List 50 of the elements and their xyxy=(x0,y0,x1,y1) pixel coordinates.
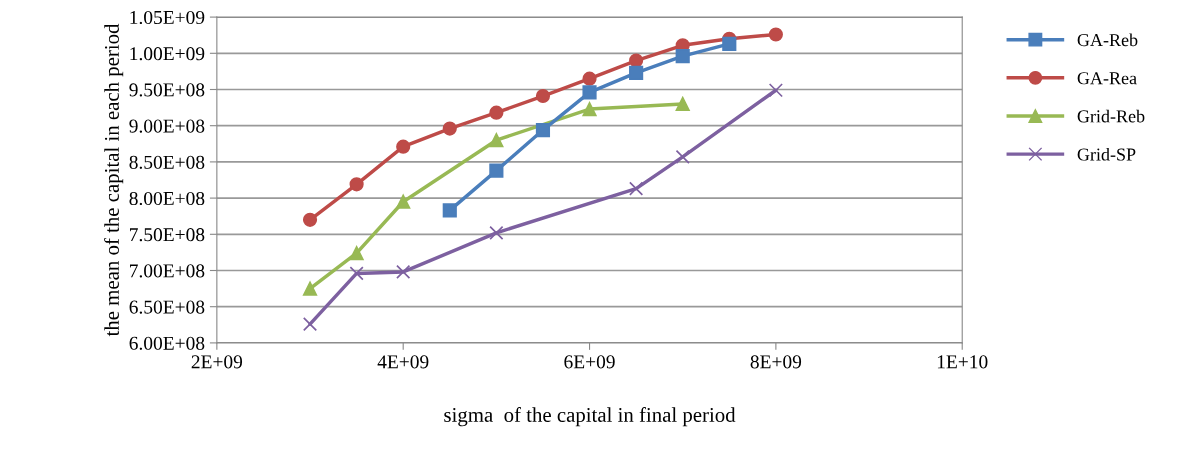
point xyxy=(349,266,364,281)
point xyxy=(722,36,737,51)
point xyxy=(768,83,783,98)
point xyxy=(396,139,411,154)
point xyxy=(535,122,551,138)
point xyxy=(442,203,457,218)
point xyxy=(302,316,318,332)
legend-label: Grid-SP xyxy=(1077,147,1136,161)
y-tick-label: 1.05E+09 xyxy=(130,10,205,25)
y-tick-label: 7.50E+08 xyxy=(130,228,205,242)
point xyxy=(582,85,597,100)
point xyxy=(489,105,504,120)
x-tick-label: 8E+09 xyxy=(750,355,802,369)
point xyxy=(349,177,364,192)
y-tick-label: 9.00E+08 xyxy=(129,119,205,133)
point xyxy=(396,264,411,280)
point xyxy=(582,101,597,117)
point xyxy=(489,133,504,148)
point xyxy=(489,225,504,240)
x-tick-label: 2E+09 xyxy=(191,355,243,369)
y-tick-label: 6.50E+08 xyxy=(129,300,205,314)
point xyxy=(675,149,690,164)
point xyxy=(582,71,597,86)
legend-label: GA-Reb xyxy=(1077,33,1138,47)
y-tick-label: 1.00E+09 xyxy=(130,47,205,61)
point xyxy=(675,96,690,112)
point xyxy=(535,88,551,104)
point xyxy=(442,121,457,136)
y-tick-label: 8.50E+08 xyxy=(129,155,205,169)
x-tick-label: 6E+09 xyxy=(564,355,615,369)
point xyxy=(489,163,504,178)
point xyxy=(629,65,644,80)
point xyxy=(302,212,318,227)
point xyxy=(629,181,644,196)
y-tick-label: 6.00E+08 xyxy=(129,336,205,350)
point xyxy=(675,49,690,64)
point xyxy=(629,53,644,68)
point xyxy=(768,27,783,42)
x-tick-label: 4E+09 xyxy=(377,355,429,369)
point xyxy=(396,194,411,209)
point xyxy=(349,246,364,261)
legend-label: Grid-Reb xyxy=(1077,109,1145,123)
y-tick-label: 9.50E+08 xyxy=(129,83,205,97)
y-axis-title: the mean of the capital in each period xyxy=(104,23,124,337)
y-tick-label: 7.00E+08 xyxy=(130,264,205,278)
x-axis-title: sigma of the capital in final period xyxy=(444,407,736,427)
legend-label: GA-Rea xyxy=(1077,72,1137,85)
x-tick-label: 1E+10 xyxy=(937,355,988,369)
y-tick-label: 8.00E+08 xyxy=(129,191,205,206)
point xyxy=(302,281,318,296)
